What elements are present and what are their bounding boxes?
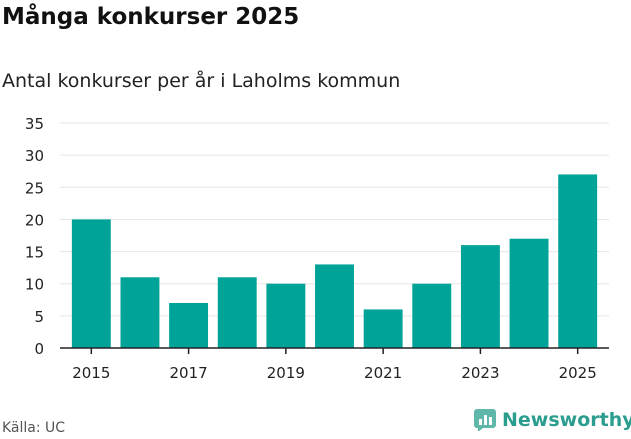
bar [558, 174, 598, 348]
source-note: Källa: UC [2, 420, 66, 436]
bar [315, 264, 354, 348]
chart-title: Många konkurser 2025 [2, 4, 300, 30]
y-tick-label: 0 [34, 340, 44, 358]
y-tick-label: 5 [34, 308, 44, 326]
brand-name: Newsworthy [502, 409, 631, 431]
y-tick-label: 30 [25, 147, 44, 165]
bar [363, 309, 403, 348]
newsworthy-icon [474, 409, 496, 431]
x-tick-label: 2015 [72, 364, 110, 382]
y-tick-label: 35 [25, 115, 44, 133]
y-tick-label: 25 [25, 179, 44, 197]
bar [509, 238, 549, 348]
x-tick-label: 2019 [267, 364, 305, 382]
bar [169, 303, 209, 348]
x-tick-label: 2021 [364, 364, 402, 382]
bar [120, 277, 160, 348]
bar [460, 245, 500, 348]
y-tick-label: 20 [25, 211, 44, 229]
x-tick-label: 2025 [559, 364, 597, 382]
chart-subtitle: Antal konkurser per år i Laholms kommun [2, 70, 401, 92]
y-tick-label: 10 [25, 276, 44, 294]
bar [71, 219, 111, 348]
bar [266, 283, 306, 348]
x-tick-label: 2017 [169, 364, 207, 382]
bar [412, 283, 452, 348]
newsworthy-logo: Newsworthy [474, 409, 631, 431]
x-tick-label: 2023 [461, 364, 499, 382]
y-tick-label: 15 [25, 244, 44, 262]
bar [217, 277, 257, 348]
